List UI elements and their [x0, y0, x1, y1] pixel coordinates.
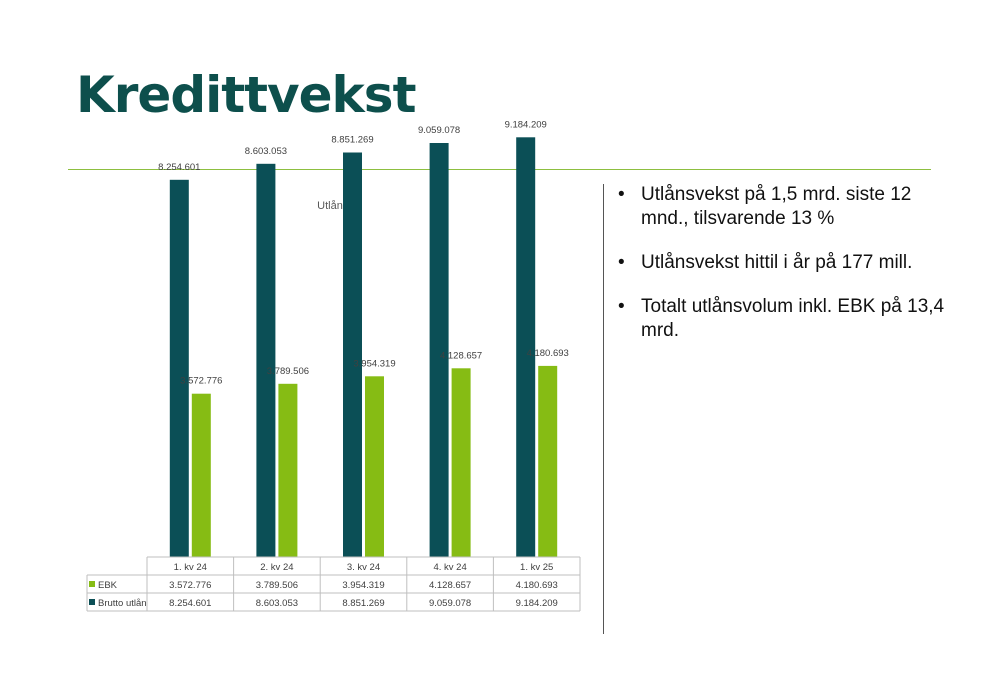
table-cell-ebk-5: 4.180.693	[516, 580, 558, 591]
table-cell-ebk-1: 3.572.776	[169, 580, 211, 591]
table-cell-brutto-utlan-3: 8.851.269	[342, 598, 384, 609]
data-label-brutto-utlan-2: 8.603.053	[245, 146, 287, 157]
table-cell-brutto-utlan-4: 9.059.078	[429, 598, 471, 609]
bar-label-group: 8.254.601 8.603.053 8.851.269 9.059.078 9.18…	[158, 119, 569, 386]
bar-brutto-utlan-3	[343, 152, 362, 557]
table-cell-brutto-utlan-1: 8.254.601	[169, 598, 211, 609]
legend-label-ebk: EBK	[98, 580, 118, 591]
data-table: 1. kv 24 2. kv 24 3. kv 24 4. kv 24 1. kv 25…	[86, 556, 581, 612]
bullet-item-total-volume: Totalt utlånsvolum inkl. EBK på 13,4 mrd…	[618, 295, 948, 343]
x-tick-label-2: 2. kv 24	[260, 562, 293, 573]
data-label-ebk-1: 3.572.776	[180, 376, 222, 387]
data-label-brutto-utlan-5: 9.184.209	[505, 119, 547, 130]
legend-key-ebk	[89, 581, 95, 587]
x-tick-label-5: 1. kv 25	[520, 562, 553, 573]
bullet-item-growth-12m: Utlånsvekst på 1,5 mrd. siste 12 mnd., t…	[618, 183, 948, 231]
data-label-ebk-2: 3.789.506	[267, 366, 309, 377]
table-cell-brutto-utlan-5: 9.184.209	[516, 598, 558, 609]
bar-group	[169, 137, 558, 558]
bullet-list: Utlånsvekst på 1,5 mrd. siste 12 mnd., t…	[618, 183, 948, 363]
table-cell-brutto-utlan-2: 8.603.053	[256, 598, 298, 609]
title-underline	[68, 169, 931, 170]
data-label-ebk-3: 3.954.319	[353, 358, 395, 369]
data-label-ebk-4: 4.128.657	[440, 350, 482, 361]
bar-brutto-utlan-1	[169, 179, 189, 558]
bar-ebk-4	[451, 368, 471, 557]
bar-brutto-utlan-5	[516, 137, 536, 558]
data-label-brutto-utlan-4: 9.059.078	[418, 125, 460, 136]
slide-title: Kredittvekst	[76, 66, 416, 124]
bar-ebk-2	[278, 383, 298, 557]
loans-chart: Utlån 8.254.601 8.603.053 8.851.269 9.059.0…	[86, 119, 581, 612]
bullet-item-growth-ytd: Utlånsvekst hittil i år på 177 mill.	[618, 251, 948, 275]
x-tick-label-1: 1. kv 24	[174, 562, 207, 573]
data-label-brutto-utlan-3: 8.851.269	[331, 135, 373, 146]
vertical-divider	[603, 184, 604, 634]
bar-brutto-utlan-2	[256, 163, 276, 558]
table-cell-ebk-3: 3.954.319	[342, 580, 384, 591]
bar-ebk-3	[365, 376, 384, 557]
bar-brutto-utlan-4	[429, 143, 449, 557]
x-tick-label-3: 3. kv 24	[347, 562, 380, 573]
table-cell-ebk-4: 4.128.657	[429, 580, 471, 591]
chart-title: Utlån	[317, 200, 343, 212]
data-label-ebk-5: 4.180.693	[527, 348, 569, 359]
bar-ebk-1	[191, 393, 211, 557]
bar-ebk-5	[538, 365, 558, 557]
legend-label-brutto-utlan: Brutto utlån	[98, 598, 147, 609]
x-tick-label-4: 4. kv 24	[433, 562, 466, 573]
legend-key-brutto-utlan	[89, 599, 95, 605]
table-cell-ebk-2: 3.789.506	[256, 580, 298, 591]
data-label-brutto-utlan-1: 8.254.601	[158, 162, 200, 173]
